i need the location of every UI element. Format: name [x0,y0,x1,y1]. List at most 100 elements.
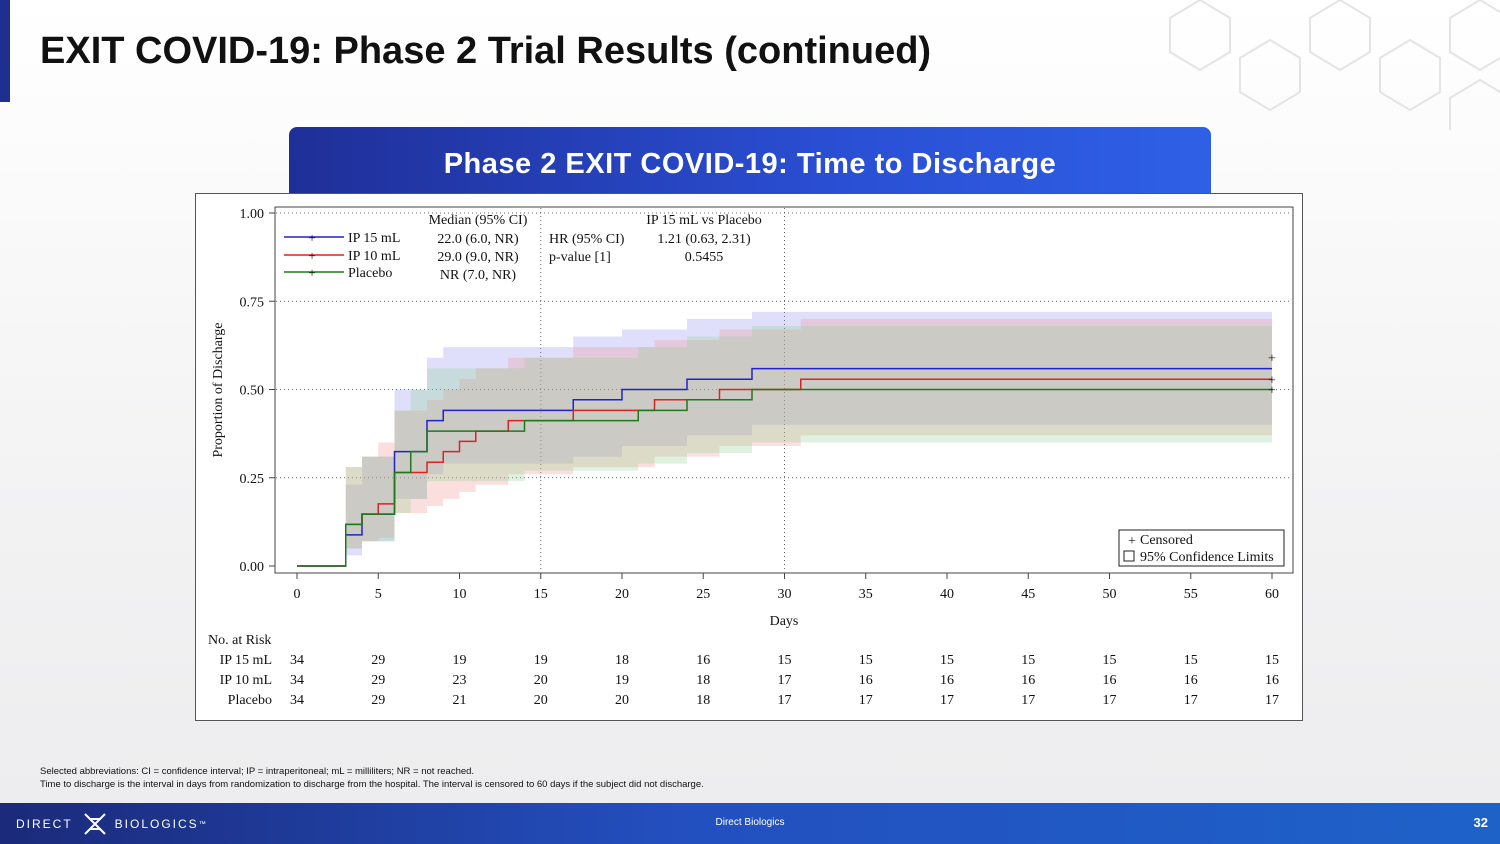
at-risk-value: 15 [940,653,954,668]
at-risk-value: 16 [1265,673,1279,688]
stats-table: Median (95% CI) 22.0 (6.0, NR) 29.0 (9.0… [429,213,762,283]
accent-bar [0,0,10,102]
median-ip10: 29.0 (9.0, NR) [437,250,519,265]
ci-band-ip15 [297,311,1272,566]
at-risk-value: 34 [290,673,304,688]
at-risk-value: 18 [696,693,710,708]
at-risk-value: 16 [1103,673,1117,688]
censored-symbol: + [1128,534,1136,549]
at-risk-value: 17 [1184,693,1198,708]
legend: + IP 15 mL + IP 10 mL + Placebo [284,230,400,281]
inset-legend: + Censored 95% Confidence Limits [1118,529,1285,567]
dna-helix-icon [83,813,106,835]
y-tick-label: 1.00 [240,207,265,222]
y-tick-label: 0.75 [240,295,265,310]
inset-legend-box [1118,529,1285,567]
km-plot-svg: +++ 0.000.250.500.751.000 5 10 15 20 25 30 35 40… [208,206,1294,708]
at-risk-value: 17 [778,673,792,688]
km-line-placebo [297,388,1272,567]
footer-bar: DIRECT BIOLOGICS ™ Direct Biologics 32 [0,803,1500,844]
at-risk-value: 23 [453,673,467,688]
at-risk-value: 20 [534,693,548,708]
x-tick-label: 60 [1265,587,1279,602]
pvalue-label: p-value [1] [549,250,611,265]
x-tick-label: 30 [778,587,792,602]
at-risk-value: 29 [371,653,385,668]
censored-label: Censored [1140,533,1193,548]
at-risk-value: 18 [696,673,710,688]
confidence-bands [297,311,1272,566]
at-risk-value: 20 [615,693,629,708]
ci-label: 95% Confidence Limits [1140,550,1274,565]
axis-ticks: 0.00 0.25 0.50 0.75 1.00 0 5 10 15 20 25 30 35 40 45 50… [240,207,1280,602]
at-risk-value: 34 [290,653,304,668]
at-risk-label-ip10: IP 10 mL [220,673,272,688]
at-risk-value: 20 [534,673,548,688]
x-axis-label: Days [770,614,799,629]
km-line-ip15 [297,367,1272,567]
at-risk-value: 16 [940,673,954,688]
x-tick-label: 50 [1103,587,1117,602]
footnote-abbreviations: Selected abbreviations: CI = confidence … [40,766,475,777]
at-risk-value: 16 [1021,673,1035,688]
at-risk-value: 29 [371,673,385,688]
at-risk-value: 21 [453,693,467,708]
x-tick-label: 15 [534,587,548,602]
x-tick-label: 45 [1021,587,1035,602]
at-risk-value: 15 [1103,653,1117,668]
km-chart: + + + 0.00 0.25 0.50 0.75 1.00 0 5 10 15 20 25 30 35 40… [195,193,1303,721]
ci-square-icon [1123,550,1135,562]
at-risk-value: 16 [1184,673,1198,688]
x-tick-label: 35 [859,587,873,602]
logo-text-right: BIOLOGICS [114,817,199,831]
at-risk-value: 18 [615,653,629,668]
survival-curves: +++ [297,352,1276,567]
footer-company: Direct Biologics [715,817,785,828]
ci-band-placebo [297,325,1272,566]
legend-censor-placebo: + [308,265,315,280]
at-risk-value: 15 [859,653,873,668]
median-placebo: NR (7.0, NR) [440,268,517,283]
median-header: Median (95% CI) [429,213,528,228]
at-risk-value: 15 [1021,653,1035,668]
legend-censor-ip15: + [308,230,315,245]
hr-value: 1.21 (0.63, 2.31) [657,232,751,247]
at-risk-value: 16 [696,653,710,668]
y-tick-label: 0.50 [240,384,265,399]
footnotes: Selected abbreviations: CI = confidence … [40,766,704,791]
censor-mark-placebo: + [1268,384,1276,399]
page-number: 32 [1473,815,1488,830]
at-risk-value: 15 [1265,653,1279,668]
x-tick-label: 10 [453,587,467,602]
at-risk-value: 17 [1021,693,1035,708]
hexagon-decoration-icon [1169,0,1500,130]
y-tick-label: 0.25 [240,472,265,487]
y-tick-label: 0.00 [240,560,265,575]
at-risk-value: 17 [1103,693,1117,708]
comparison-header: IP 15 mL vs Placebo [646,213,762,228]
at-risk-value: 19 [615,673,629,688]
pvalue-value: 0.5455 [685,250,724,265]
chart-banner: Phase 2 EXIT COVID-19: Time to Discharge [289,127,1211,193]
at-risk-value: 19 [534,653,548,668]
x-tick-label: 5 [375,587,382,602]
logo-trademark: ™ [198,820,206,828]
x-tick-label: 20 [615,587,629,602]
legend-label-ip10: IP 10 mL [348,249,400,264]
x-tick-label: 0 [294,587,301,602]
legend-label-placebo: Placebo [348,266,392,281]
slide-title: EXIT COVID-19: Phase 2 Trial Results (co… [40,30,932,72]
x-tick-label: 40 [940,587,954,602]
at-risk-value: 16 [859,673,873,688]
hr-label: HR (95% CI) [549,232,625,247]
x-tick-label: 25 [696,587,710,602]
footnote-definition: Time to discharge is the interval in day… [40,778,704,790]
at-risk-value: 17 [859,693,873,708]
x-tick-label: 55 [1184,587,1198,602]
median-ip15: 22.0 (6.0, NR) [437,232,519,247]
censor-mark-ip10: + [1268,373,1276,388]
at-risk-value: 17 [778,693,792,708]
legend-label-ip15: IP 15 mL [348,231,400,246]
at-risk-value: 15 [778,653,792,668]
at-risk-title: No. at Risk [208,633,271,648]
